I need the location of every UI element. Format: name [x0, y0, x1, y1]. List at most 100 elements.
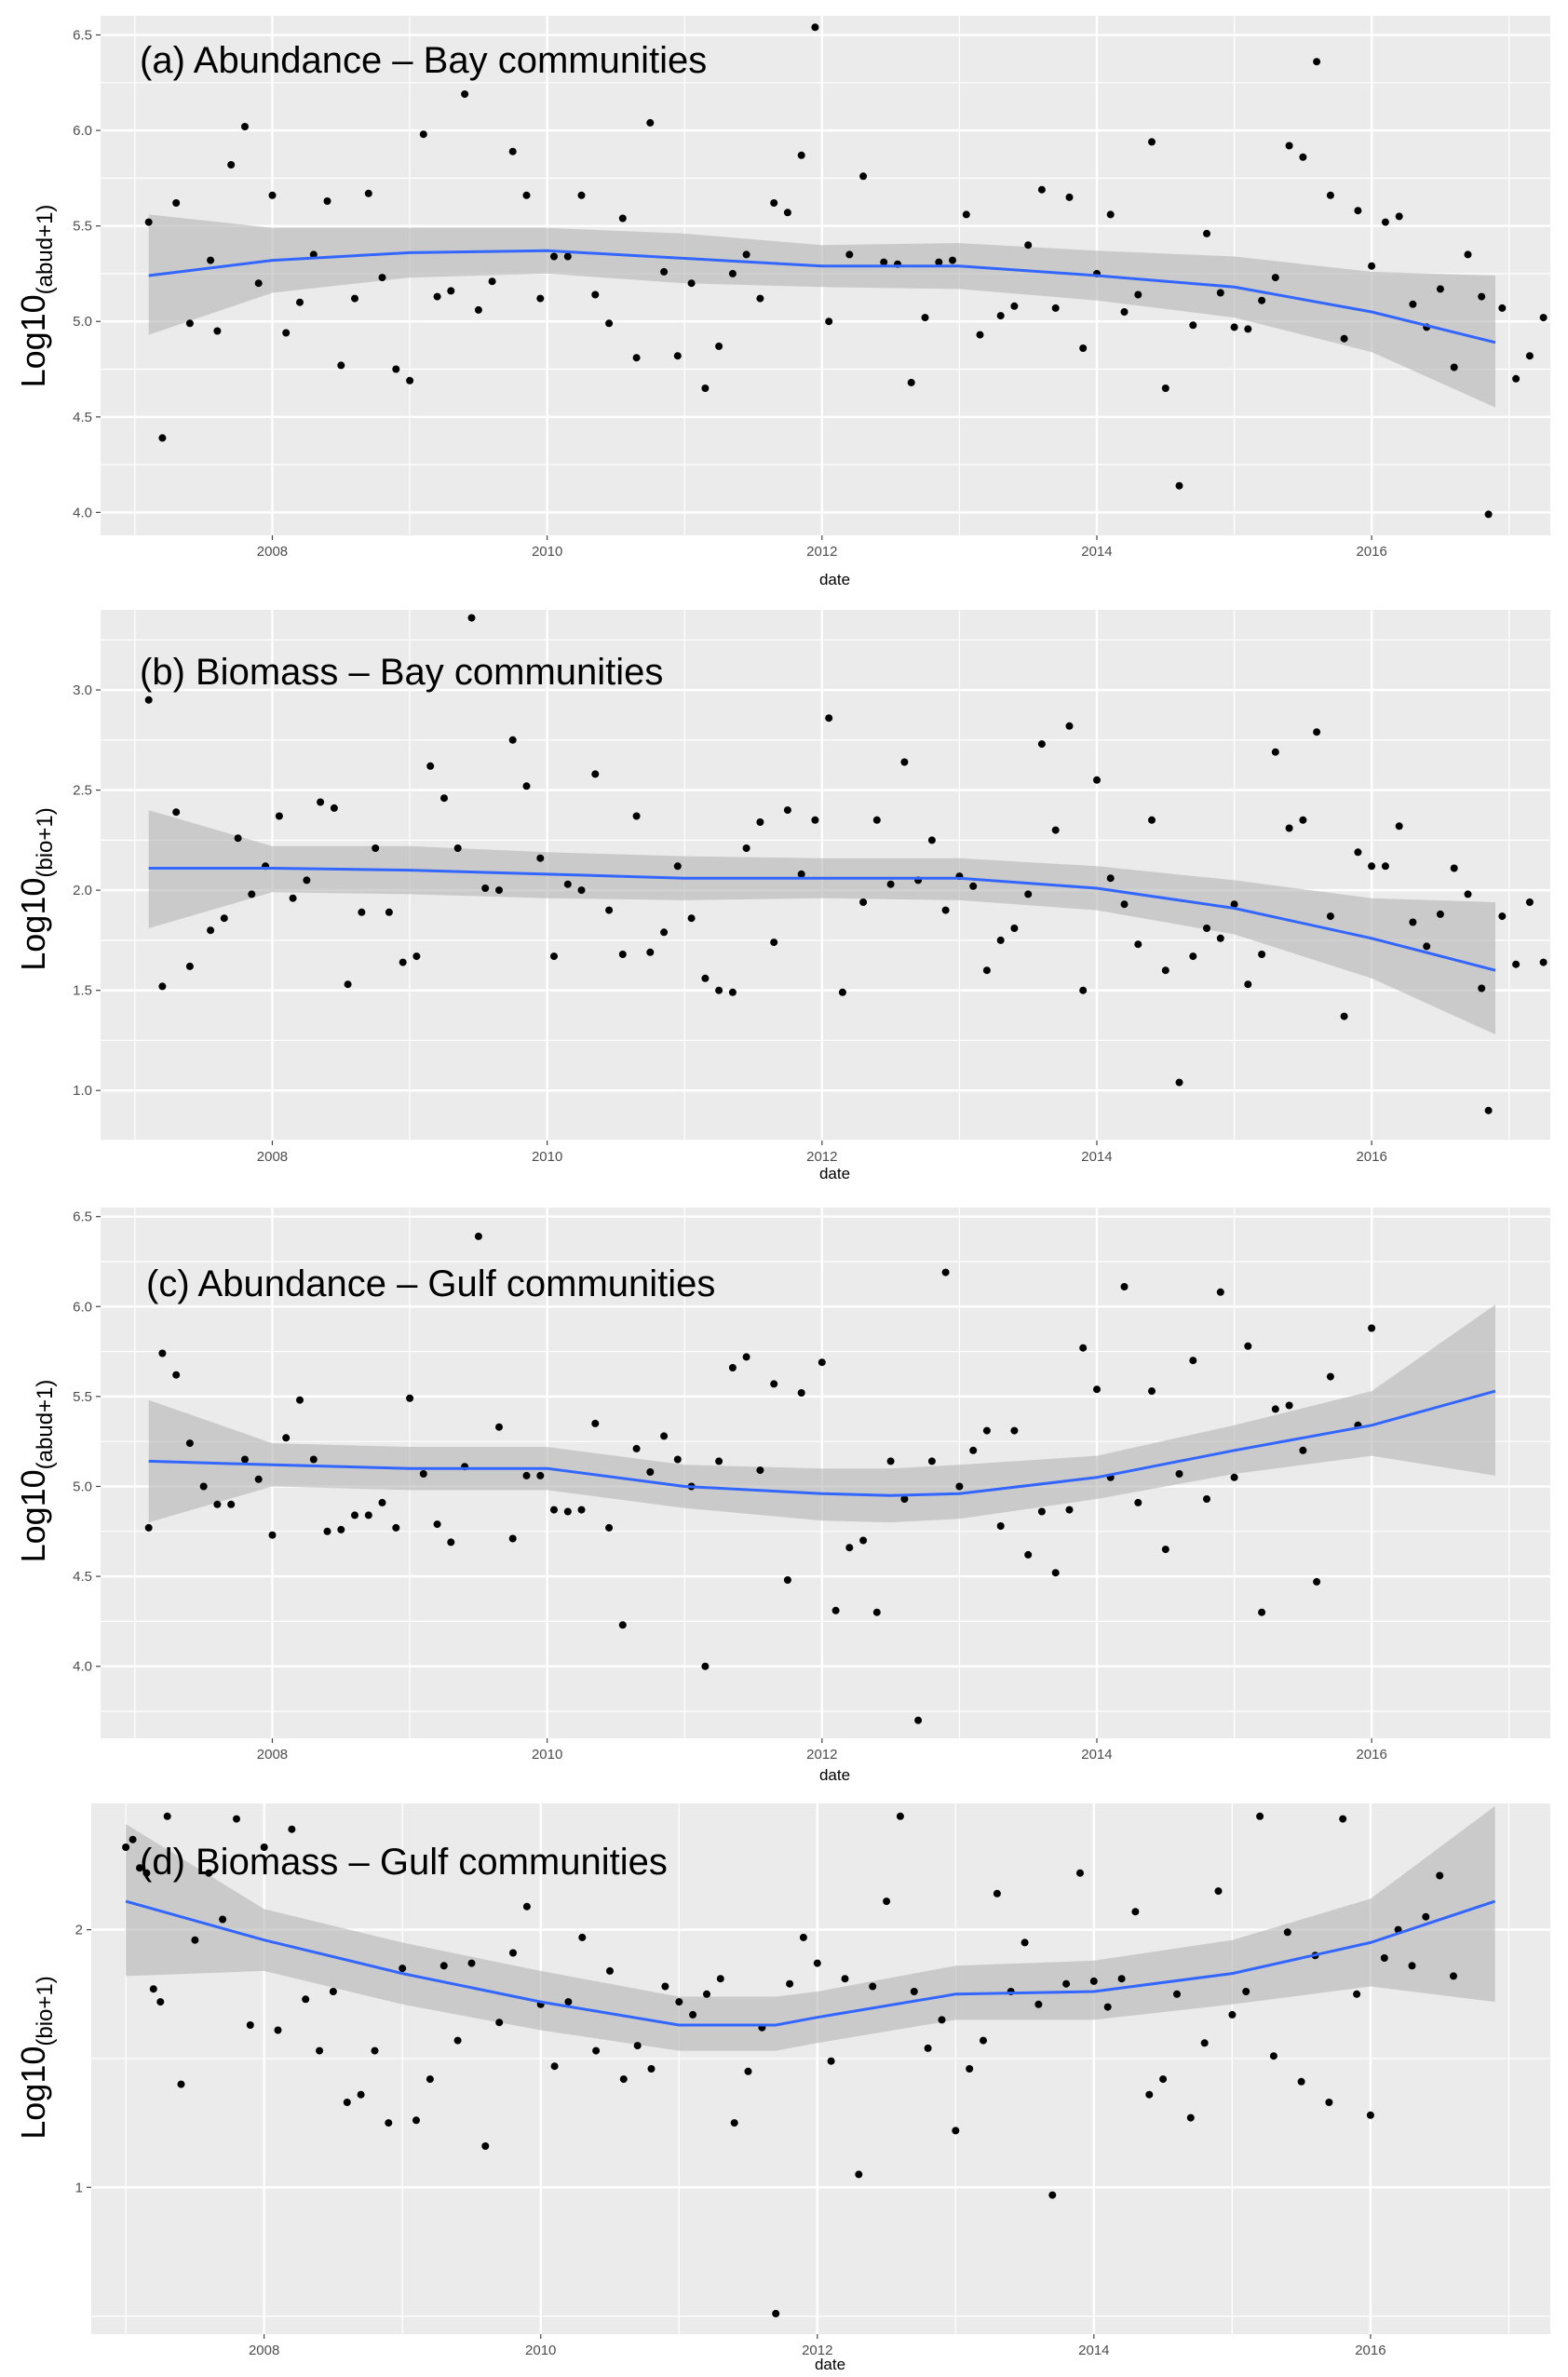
data-point [199, 1482, 208, 1491]
data-point [845, 250, 854, 259]
data-point [1134, 940, 1142, 949]
data-point [591, 1419, 600, 1427]
data-point [288, 1825, 296, 1833]
data-point [1134, 1498, 1142, 1506]
data-point [213, 327, 222, 335]
y-tick-label: 5.5 [73, 219, 92, 235]
data-point [728, 1364, 737, 1371]
x-tick-label: 2012 [806, 544, 837, 560]
y-tick-label: 6.0 [73, 1299, 92, 1315]
data-point [563, 252, 572, 261]
data-point [563, 880, 572, 888]
x-tick-label: 2010 [532, 544, 562, 560]
y-tick-label: 6.5 [73, 28, 92, 44]
x-tick-label: 2014 [1078, 2343, 1109, 2358]
data-point [316, 2046, 324, 2055]
x-tick-label: 2008 [257, 544, 288, 560]
data-point [358, 908, 366, 916]
data-point [1173, 1990, 1181, 1998]
data-point [1381, 218, 1389, 226]
data-point [924, 2044, 932, 2052]
data-point [481, 885, 490, 892]
data-point [172, 1371, 181, 1379]
data-point [207, 926, 215, 935]
data-point [1478, 984, 1486, 993]
data-point [392, 1523, 400, 1532]
data-point [254, 279, 263, 288]
panel-title: (a) Abundance – Bay communities [140, 40, 707, 81]
data-point [770, 1380, 778, 1388]
x-axis-title: date [819, 1766, 850, 1784]
data-point [1161, 1546, 1169, 1554]
data-point [509, 1949, 517, 1957]
x-tick-label: 2008 [249, 2343, 279, 2358]
data-point [1037, 1507, 1046, 1516]
data-point [337, 1525, 345, 1533]
data-point [855, 2170, 863, 2179]
data-point [1161, 385, 1169, 392]
data-point [289, 894, 297, 902]
data-point [1285, 142, 1293, 150]
data-point [1079, 344, 1088, 352]
data-point [872, 816, 881, 824]
data-point [982, 966, 991, 975]
data-point [439, 1962, 448, 1970]
data-point [1539, 958, 1548, 966]
data-point [1313, 728, 1321, 736]
data-point [715, 1457, 723, 1465]
data-point [233, 1815, 240, 1823]
data-point [282, 329, 291, 337]
y-axis-title-sub: (bio+1) [33, 1976, 58, 2046]
data-point [248, 890, 256, 898]
data-point [536, 294, 545, 303]
data-point [1117, 1975, 1126, 1983]
data-point [910, 1988, 918, 1995]
data-point [419, 1470, 427, 1478]
confidence-band [148, 810, 1496, 1034]
data-point [191, 1936, 199, 1944]
data-point [329, 1988, 337, 1995]
data-point [859, 172, 868, 181]
data-point [883, 1898, 891, 1906]
y-tick-label: 1.5 [73, 983, 92, 999]
data-point [440, 794, 448, 803]
data-point [756, 294, 764, 303]
data-point [1380, 1954, 1388, 1962]
data-point [756, 818, 764, 826]
data-point [976, 331, 984, 339]
data-point [1395, 822, 1403, 831]
data-point [1065, 193, 1074, 201]
data-point [1148, 816, 1156, 824]
data-point [467, 614, 476, 622]
data-point [592, 2046, 601, 2055]
data-point [673, 1455, 682, 1464]
data-point [536, 1471, 545, 1479]
data-point [591, 290, 600, 299]
data-point [993, 1889, 1001, 1898]
data-point [1079, 1344, 1088, 1352]
data-point [744, 2067, 752, 2075]
data-point [900, 1495, 909, 1503]
data-point [577, 886, 586, 895]
x-tick-label: 2016 [1356, 1747, 1386, 1762]
data-point [591, 770, 600, 778]
data-point [357, 2090, 365, 2099]
data-point [177, 2080, 185, 2088]
data-point [220, 914, 228, 923]
data-point [1131, 1908, 1140, 1916]
data-point [647, 2065, 656, 2073]
data-point [701, 974, 710, 982]
data-point [142, 1869, 151, 1877]
data-point [1216, 289, 1224, 297]
y-axis-title: Log10(abud+1) [14, 205, 58, 388]
data-point [1422, 1912, 1430, 1921]
data-point [185, 962, 194, 970]
data-point [1134, 290, 1142, 299]
data-point [564, 1998, 573, 2006]
data-point [1313, 1577, 1321, 1586]
panel-title: (d) Biomass – Gulf communities [140, 1842, 668, 1883]
data-point [632, 354, 641, 362]
data-point [886, 880, 895, 888]
data-point [783, 209, 791, 217]
data-point [453, 844, 462, 852]
